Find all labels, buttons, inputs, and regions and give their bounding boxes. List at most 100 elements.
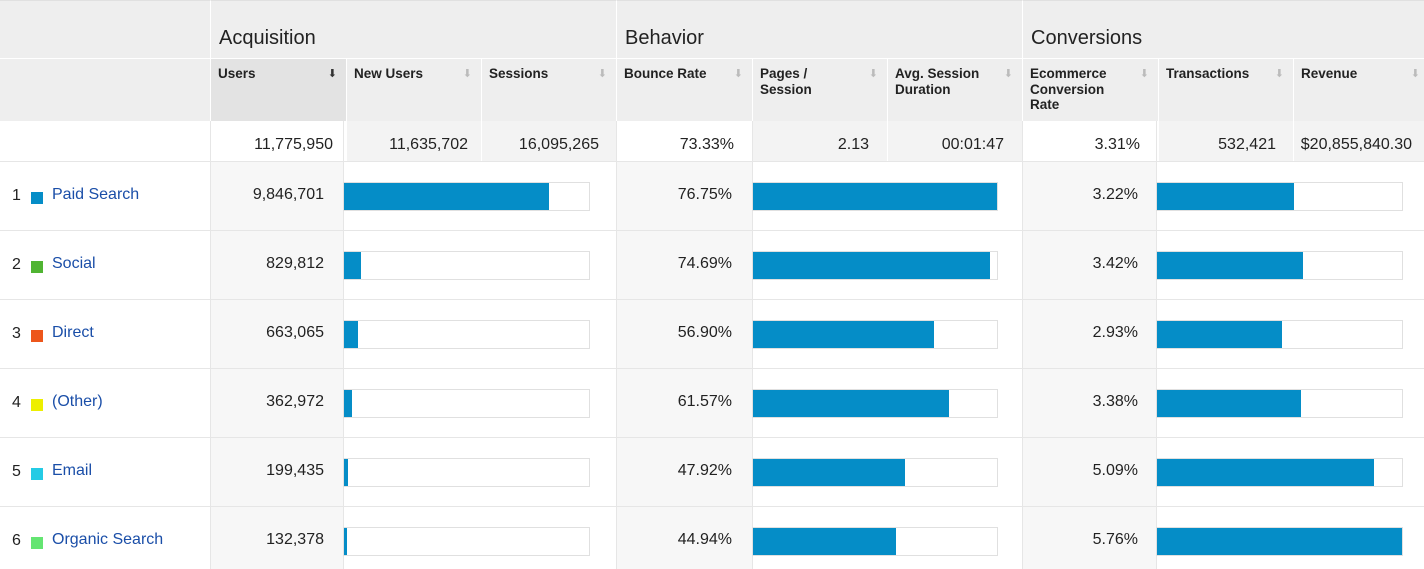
- revenue-column-header[interactable]: Revenue ⬇: [1294, 58, 1424, 121]
- column-divider: [210, 121, 211, 569]
- users-value: 362,972: [266, 393, 324, 410]
- ecom-rate-bar-fill: [1157, 390, 1301, 417]
- table-row: 1 Paid Search 9,846,701 76.75% 3.22%: [0, 161, 1424, 230]
- users-bar-fill: [344, 321, 358, 348]
- users-bar-fill: [344, 459, 349, 486]
- sort-icon[interactable]: ⬇: [462, 68, 472, 80]
- sort-icon[interactable]: ⬇: [1274, 68, 1284, 80]
- bounce-rate-bar-track: [752, 182, 998, 211]
- new-users-column-header[interactable]: New Users ⬇: [347, 58, 481, 121]
- blank-group-header: [0, 0, 210, 58]
- bounce-column-bg: [616, 161, 752, 569]
- table-row: 3 Direct 663,065 56.90% 2.93%: [0, 299, 1424, 368]
- channel-link[interactable]: Direct: [52, 324, 94, 341]
- sort-icon[interactable]: ⬇: [597, 68, 607, 80]
- sort-icon[interactable]: ⬇: [733, 68, 743, 80]
- users-column-header[interactable]: Users ⬇: [211, 58, 346, 121]
- bounce-rate-value: 47.92%: [677, 462, 732, 479]
- avg-session-column-header[interactable]: Avg. Session Duration ⬇: [888, 58, 1022, 121]
- total-users: 11,775,950: [211, 121, 346, 161]
- users-bar-track: [343, 251, 590, 280]
- row-number: 5: [12, 463, 21, 480]
- sessions-header-label: Sessions: [489, 66, 549, 81]
- sessions-column-header[interactable]: Sessions ⬇: [482, 58, 616, 121]
- sort-icon[interactable]: ⬇: [1003, 68, 1013, 80]
- users-column-bg: [210, 161, 343, 569]
- users-bar-fill: [344, 528, 347, 555]
- table-row: 2 Social 829,812 74.69% 3.42%: [0, 230, 1424, 299]
- users-bar-track: [343, 458, 590, 487]
- bounce-rate-column-header[interactable]: Bounce Rate ⬇: [617, 58, 752, 121]
- channel-link[interactable]: Email: [52, 462, 93, 479]
- row-number: 4: [12, 394, 21, 411]
- bounce-rate-bar-fill: [753, 528, 896, 555]
- ecom-rate-bar-fill: [1157, 252, 1303, 279]
- channel-link[interactable]: (Other): [52, 393, 103, 410]
- row-number: 6: [12, 532, 21, 549]
- transactions-column-header[interactable]: Transactions ⬇: [1159, 58, 1293, 121]
- ecom-rate-bar-fill: [1157, 321, 1282, 348]
- channel-link[interactable]: Organic Search: [52, 531, 164, 548]
- table-row: 4 (Other) 362,972 61.57% 3.38%: [0, 368, 1424, 437]
- bounce-rate-bar-track: [752, 320, 998, 349]
- series-color-swatch: [31, 537, 43, 549]
- ecom-rate-value: 3.38%: [1092, 393, 1138, 410]
- column-divider: [616, 121, 617, 569]
- bounce-rate-bar-track: [752, 458, 998, 487]
- bounce-rate-bar-fill: [753, 459, 906, 486]
- total-sessions: 16,095,265: [482, 121, 616, 161]
- bounce-rate-value: 44.94%: [677, 531, 732, 548]
- ecom-rate-bar-track: [1156, 389, 1403, 418]
- total-pages-session: 2.13: [753, 121, 887, 161]
- ecom-rate-value: 3.22%: [1092, 186, 1138, 203]
- sort-icon[interactable]: ⬇: [1410, 68, 1420, 80]
- ecom-rate-bar-track: [1156, 251, 1403, 280]
- users-bar-fill: [344, 183, 549, 210]
- channel-column-header: [0, 58, 210, 121]
- sort-descending-icon[interactable]: ⬇: [327, 68, 337, 80]
- ecom-rate-bar-fill: [1157, 459, 1374, 486]
- users-bar-track: [343, 389, 590, 418]
- bounce-rate-bar-fill: [753, 252, 991, 279]
- bounce-rate-bar-fill: [753, 390, 949, 417]
- bounce-rate-value: 76.75%: [677, 186, 732, 203]
- ecom-rate-value: 2.93%: [1092, 324, 1138, 341]
- series-color-swatch: [31, 192, 43, 204]
- users-header-label: Users: [218, 66, 256, 81]
- users-value: 132,378: [266, 531, 324, 548]
- ecom-rate-header-label: Ecommerce Conversion Rate: [1030, 66, 1107, 112]
- total-revenue: $20,855,840.30: [1294, 121, 1424, 161]
- series-color-swatch: [31, 261, 43, 273]
- ecom-rate-bar-fill: [1157, 183, 1294, 210]
- avg-session-header-label: Avg. Session Duration: [895, 66, 980, 97]
- total-transactions: 532,421: [1159, 121, 1293, 161]
- total-bounce-rate: 73.33%: [617, 121, 752, 161]
- totals-label-cell: [0, 121, 210, 161]
- total-ecom-rate: 3.31%: [1023, 121, 1158, 161]
- users-value: 9,846,701: [252, 186, 324, 203]
- pages-session-column-header[interactable]: Pages / Session ⬇: [753, 58, 887, 121]
- ecom-rate-bar-track: [1156, 458, 1403, 487]
- behavior-title: Behavior: [625, 27, 704, 49]
- channel-link[interactable]: Paid Search: [52, 186, 140, 203]
- sort-icon[interactable]: ⬇: [868, 68, 878, 80]
- users-bar-track: [343, 182, 590, 211]
- behavior-group-header: Behavior: [616, 0, 1022, 58]
- pages-session-header-label: Pages / Session: [760, 66, 812, 97]
- totals-row: 11,775,950 11,635,702 16,095,265 73.33% …: [0, 121, 1424, 161]
- ecom-rate-column-header[interactable]: Ecommerce Conversion Rate ⬇: [1023, 58, 1158, 121]
- conversions-title: Conversions: [1031, 27, 1143, 49]
- sort-icon[interactable]: ⬇: [1139, 68, 1149, 80]
- channel-link[interactable]: Social: [52, 255, 96, 272]
- users-value: 663,065: [266, 324, 324, 341]
- row-number: 1: [12, 187, 21, 204]
- bounce-rate-bar-track: [752, 389, 998, 418]
- bounce-rate-header-label: Bounce Rate: [624, 66, 707, 81]
- bounce-rate-bar-track: [752, 527, 998, 556]
- bounce-rate-value: 74.69%: [677, 255, 732, 272]
- revenue-header-label: Revenue: [1301, 66, 1358, 81]
- series-color-swatch: [31, 330, 43, 342]
- table-row: 6 Organic Search 132,378 44.94% 5.76%: [0, 506, 1424, 569]
- transactions-header-label: Transactions: [1166, 66, 1250, 81]
- ecom-column-bg: [1022, 161, 1156, 569]
